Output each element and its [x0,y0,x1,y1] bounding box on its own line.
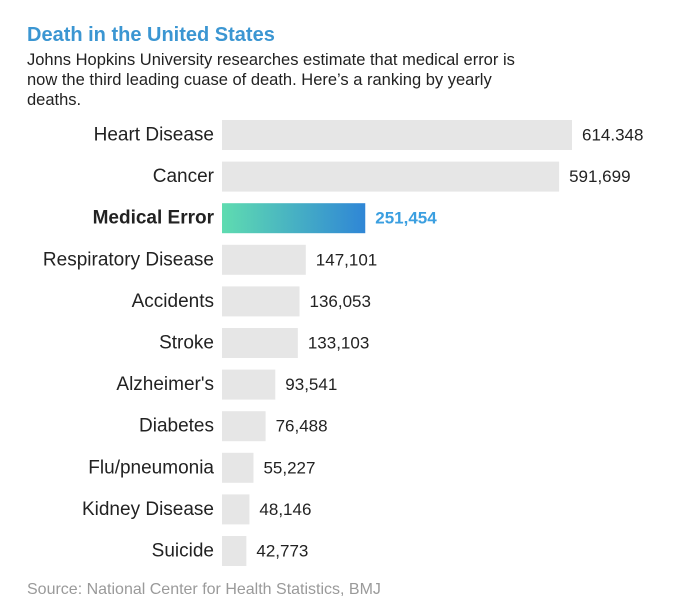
category-label-heart-disease: Heart Disease [94,125,214,146]
value-label-flu-pneumonia: 55,227 [263,458,315,477]
bars-group: Heart Disease 614.348 Cancer 591,699 Medical… [43,120,643,566]
bar-respiratory-disease [222,244,306,275]
category-label-kidney-disease: Kidney Disease [82,499,214,520]
category-label-diabetes: Diabetes [139,416,214,437]
value-label-cancer: 591,699 [569,167,630,186]
bar-cancer [222,161,560,192]
value-label-medical-error: 251,454 [375,209,437,228]
bar-heart-disease [222,120,572,150]
category-label-medical-error: Medical Error [93,208,215,229]
category-label-flu-pneumonia: Flu/pneumonia [88,457,214,478]
chart-title: Death in the United States [27,24,275,46]
bar-kidney-disease [222,494,250,525]
value-label-alzheimer-s: 93,541 [285,375,337,394]
value-label-stroke: 133,103 [308,334,369,353]
bar-suicide [222,536,247,566]
category-label-suicide: Suicide [152,541,214,562]
bar-flu-pneumonia [222,452,254,483]
value-label-respiratory-disease: 147,101 [316,250,377,269]
bar-medical-error [222,203,366,234]
category-label-respiratory-disease: Respiratory Disease [43,249,214,270]
value-label-accidents: 136,053 [310,292,371,311]
category-label-stroke: Stroke [159,333,214,354]
category-label-accidents: Accidents [132,291,214,312]
bar-diabetes [222,411,266,442]
value-label-suicide: 42,773 [256,542,308,561]
value-label-diabetes: 76,488 [276,417,328,436]
value-label-kidney-disease: 48,146 [259,500,311,519]
category-label-cancer: Cancer [153,166,215,187]
category-label-alzheimer-s: Alzheimer's [116,374,214,395]
bar-stroke [222,328,298,358]
bar-alzheimer-s [222,369,276,400]
bar-accidents [222,286,300,317]
chart-subtitle: Johns Hopkins University researches esti… [27,51,515,109]
value-label-heart-disease: 614.348 [582,126,643,145]
chart-source: Source: National Center for Health Stati… [27,581,381,598]
